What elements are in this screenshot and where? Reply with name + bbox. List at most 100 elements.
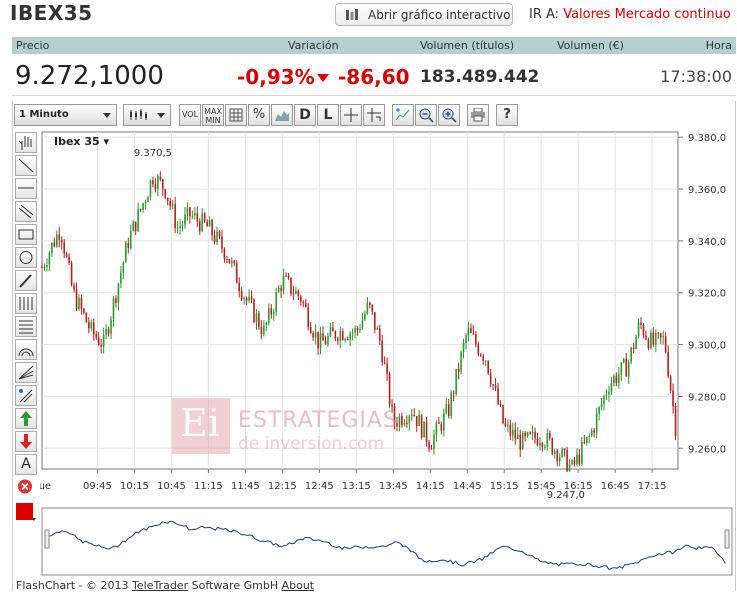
candle-body (226, 258, 228, 260)
arc-tool[interactable] (15, 339, 37, 360)
about-link[interactable]: About (281, 579, 315, 592)
candle-body (590, 430, 593, 436)
log-button[interactable]: L (317, 104, 339, 126)
delete-drawings-tool[interactable] (15, 477, 37, 498)
candle-body (154, 184, 157, 189)
rectangle-tool[interactable] (15, 224, 37, 245)
channel-tool[interactable] (15, 201, 37, 222)
candle-body (329, 327, 332, 336)
color-picker[interactable] (15, 502, 37, 523)
fan-tool[interactable] (15, 362, 37, 383)
area-button[interactable] (271, 104, 293, 126)
change-absolute: -86,60 (338, 65, 410, 89)
candle-body (75, 289, 78, 310)
volume-button[interactable]: VOL (179, 104, 201, 126)
candle-body (583, 442, 586, 444)
candle-body (531, 431, 534, 434)
line-tool[interactable] (15, 155, 37, 176)
goto-value[interactable]: Valores Mercado continuo (563, 7, 731, 22)
candle-body (514, 429, 517, 439)
candle-body (512, 429, 514, 436)
open-interactive-chart-button[interactable]: Abrir gráfico interactivo (335, 3, 513, 26)
candle-body (499, 404, 502, 406)
pencil-tool[interactable] (15, 270, 37, 291)
col-volume-titles: Volumen (títulos) (420, 39, 515, 52)
zoom-in-button[interactable] (438, 104, 460, 126)
candle-body (563, 448, 566, 450)
crosshair-tracker-button[interactable] (363, 104, 385, 126)
candle-body (213, 235, 216, 243)
candle-body (314, 331, 317, 338)
fibonacci-horizontal-tool[interactable] (15, 316, 37, 337)
candle-body (482, 355, 485, 361)
candle-body (509, 424, 512, 436)
candle-body (502, 405, 504, 424)
sell-arrow-tool[interactable] (15, 431, 37, 452)
candle-body (147, 197, 149, 202)
candle-body (127, 243, 130, 249)
chart-area[interactable]: 9.260,0 9.280,0 9.300,0 9.320,0 9.340,0 9.360… (40, 130, 737, 580)
candle-body (189, 207, 191, 217)
candle-body (48, 253, 51, 266)
candle-body (351, 332, 354, 334)
candle-body (388, 373, 391, 405)
quote-table-header: Precio Variación Volumen (títulos) Volum… (12, 37, 736, 54)
candle-body (68, 256, 70, 264)
candle-body (492, 384, 494, 386)
candle-body (637, 322, 640, 337)
color-swatch-icon (16, 503, 36, 521)
candle-body (534, 431, 536, 439)
candle-body (541, 443, 544, 447)
x-first-label: Tue (40, 481, 51, 492)
day-button[interactable]: D (294, 104, 316, 126)
extreme-annotation: 9.370,5 (134, 148, 172, 159)
candle-body (51, 242, 53, 254)
candle-body (211, 220, 213, 236)
candle-body (218, 231, 221, 237)
teletrader-link[interactable]: TeleTrader (132, 579, 189, 592)
x-tick-label: 13:15 (342, 481, 371, 492)
candle-body (159, 176, 162, 180)
candle-body (595, 413, 598, 433)
candle-body (238, 283, 241, 291)
col-change: Variación (288, 39, 339, 52)
candle-body (428, 442, 430, 449)
horizontal-line-tool[interactable] (15, 178, 37, 199)
crosshair-button[interactable] (340, 104, 362, 126)
candle-body (171, 203, 174, 206)
candle-body (356, 328, 359, 330)
candle-body (245, 298, 248, 301)
percent-button[interactable]: % (248, 104, 270, 126)
goto-selector[interactable]: IR A: Valores Mercado continuo (529, 7, 731, 22)
buy-arrow-tool[interactable] (15, 408, 37, 429)
max-min-button[interactable]: MAX MIN (202, 104, 224, 126)
candles (41, 171, 677, 472)
candle-body (120, 272, 122, 284)
chart-type-select[interactable] (123, 104, 171, 126)
navigator-frame[interactable] (41, 507, 733, 576)
candle-body (216, 231, 218, 243)
indicators-button[interactable] (392, 104, 414, 126)
hand-tool[interactable] (15, 132, 37, 153)
fibonacci-vertical-tool[interactable] (15, 293, 37, 314)
instrument-label[interactable]: Ibex 35 ▾ (54, 135, 109, 148)
candle-body (223, 248, 226, 259)
down-arrow-icon (20, 434, 32, 449)
candle-body (403, 423, 406, 425)
candle-body (260, 327, 263, 335)
candle-body (568, 464, 571, 472)
help-button[interactable]: ? (496, 104, 518, 126)
candle-body (46, 265, 48, 267)
text-note-tool[interactable] (15, 385, 37, 406)
candle-body (371, 304, 374, 313)
candle-body (418, 415, 420, 426)
interval-select[interactable]: 1 Minuto (14, 104, 117, 126)
candle-body (391, 404, 393, 407)
text-tool[interactable]: A (15, 454, 37, 475)
grid-button[interactable] (225, 104, 247, 126)
zoom-out-button[interactable] (415, 104, 437, 126)
navigator-right-handle[interactable] (724, 529, 730, 549)
ellipse-tool[interactable] (15, 247, 37, 268)
navigator-left-handle[interactable] (44, 529, 50, 549)
print-button[interactable] (467, 104, 489, 126)
